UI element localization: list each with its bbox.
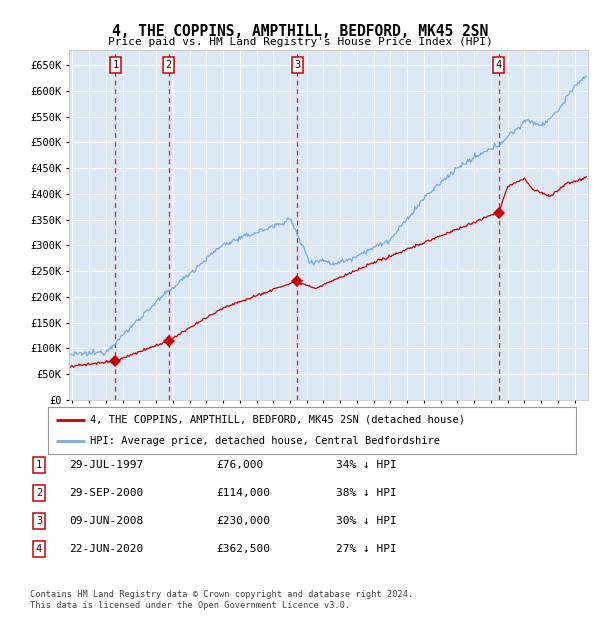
Text: 4: 4 <box>496 60 502 70</box>
Text: 34% ↓ HPI: 34% ↓ HPI <box>336 460 397 470</box>
Text: 4, THE COPPINS, AMPTHILL, BEDFORD, MK45 2SN (detached house): 4, THE COPPINS, AMPTHILL, BEDFORD, MK45 … <box>90 415 465 425</box>
Text: 1: 1 <box>112 60 119 70</box>
Text: 29-SEP-2000: 29-SEP-2000 <box>69 488 143 498</box>
Text: £114,000: £114,000 <box>216 488 270 498</box>
Text: Contains HM Land Registry data © Crown copyright and database right 2024.
This d: Contains HM Land Registry data © Crown c… <box>30 590 413 609</box>
Text: 4, THE COPPINS, AMPTHILL, BEDFORD, MK45 2SN: 4, THE COPPINS, AMPTHILL, BEDFORD, MK45 … <box>112 24 488 38</box>
Text: 22-JUN-2020: 22-JUN-2020 <box>69 544 143 554</box>
Text: 27% ↓ HPI: 27% ↓ HPI <box>336 544 397 554</box>
Text: £230,000: £230,000 <box>216 516 270 526</box>
Text: £362,500: £362,500 <box>216 544 270 554</box>
Text: 3: 3 <box>294 60 301 70</box>
Text: 4: 4 <box>36 544 42 554</box>
Text: £76,000: £76,000 <box>216 460 263 470</box>
Text: 09-JUN-2008: 09-JUN-2008 <box>69 516 143 526</box>
Text: 2: 2 <box>166 60 172 70</box>
Text: 1: 1 <box>36 460 42 470</box>
Text: 38% ↓ HPI: 38% ↓ HPI <box>336 488 397 498</box>
Text: HPI: Average price, detached house, Central Bedfordshire: HPI: Average price, detached house, Cent… <box>90 436 440 446</box>
Text: 3: 3 <box>36 516 42 526</box>
Text: 2: 2 <box>36 488 42 498</box>
Text: 30% ↓ HPI: 30% ↓ HPI <box>336 516 397 526</box>
Text: 29-JUL-1997: 29-JUL-1997 <box>69 460 143 470</box>
Text: Price paid vs. HM Land Registry's House Price Index (HPI): Price paid vs. HM Land Registry's House … <box>107 37 493 47</box>
